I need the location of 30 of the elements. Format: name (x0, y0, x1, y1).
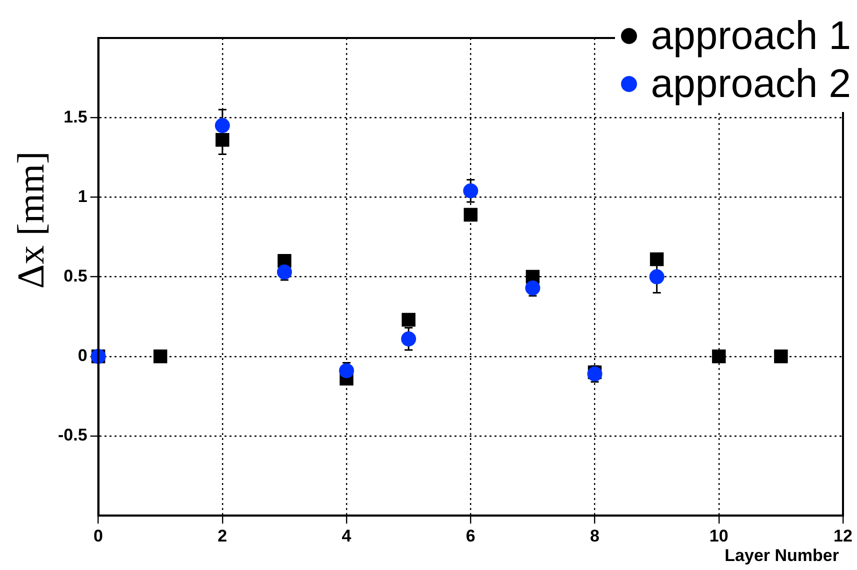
point (463, 183, 478, 198)
x-tick-label: 6 (466, 526, 476, 546)
point (276, 264, 292, 280)
y-tick-label: 1 (78, 186, 88, 206)
point (339, 363, 354, 378)
point (216, 133, 230, 147)
point (649, 269, 664, 284)
x-tick-label: 0 (94, 526, 104, 546)
x-tick-label: 4 (342, 526, 352, 546)
x-axis-title: Layer Number (724, 546, 839, 566)
point (525, 280, 540, 296)
legend-label: approach 2 (650, 61, 851, 108)
x-tick-label: 8 (590, 526, 600, 546)
point (712, 350, 726, 364)
y-tick-label: 0 (78, 346, 88, 366)
y-axis-title: Δx [mm] (10, 151, 54, 289)
y-tick-label: 0.5 (64, 266, 88, 286)
y-tick-label: 1.5 (64, 107, 88, 126)
x-tick-label: 10 (709, 526, 728, 546)
point (774, 350, 788, 364)
x-tick-label: 2 (218, 526, 228, 546)
y-tick-label: -0.5 (58, 426, 88, 445)
point (464, 208, 478, 222)
legend-label: approach 1 (650, 13, 851, 60)
point (402, 312, 416, 327)
x-tick-label: 12 (834, 526, 852, 546)
point (153, 350, 168, 364)
point (214, 118, 230, 134)
point (650, 252, 664, 266)
point (401, 331, 416, 346)
